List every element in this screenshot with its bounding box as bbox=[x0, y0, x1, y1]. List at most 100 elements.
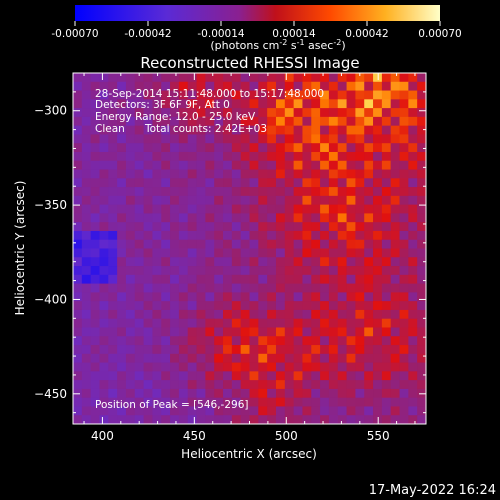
heatmap-cell bbox=[364, 90, 374, 100]
heatmap-cell bbox=[196, 90, 206, 100]
heatmap-cell bbox=[364, 318, 374, 328]
heatmap-cell bbox=[302, 336, 312, 346]
heatmap-cell bbox=[293, 222, 303, 232]
heatmap-cell bbox=[178, 345, 189, 355]
heatmap-cell bbox=[399, 239, 409, 249]
heatmap-cell bbox=[170, 213, 180, 223]
heatmap-cell bbox=[81, 397, 92, 407]
heatmap-cell bbox=[293, 178, 303, 188]
heatmap-cell bbox=[284, 195, 295, 206]
heatmap-cell bbox=[408, 415, 418, 425]
heatmap-cell bbox=[161, 90, 171, 100]
heatmap-cell bbox=[108, 406, 118, 416]
heatmap-cell bbox=[381, 415, 392, 425]
heatmap-cell bbox=[117, 274, 127, 285]
heatmap-cell bbox=[249, 318, 259, 328]
heatmap-cell bbox=[258, 327, 268, 337]
heatmap-cell bbox=[390, 353, 400, 363]
heatmap-cell bbox=[134, 178, 144, 188]
heatmap-cell bbox=[302, 151, 312, 162]
heatmap-cell bbox=[381, 257, 392, 267]
heatmap-cell bbox=[223, 345, 233, 355]
heatmap-cell bbox=[117, 415, 127, 425]
heatmap-cell bbox=[390, 257, 400, 267]
heatmap-cell bbox=[267, 336, 277, 346]
heatmap-cell bbox=[337, 125, 347, 135]
heatmap-cell bbox=[214, 134, 224, 144]
heatmap-cell bbox=[311, 415, 321, 425]
heatmap-cell bbox=[143, 336, 153, 346]
heatmap-cell bbox=[223, 222, 233, 232]
heatmap-cell bbox=[152, 230, 162, 241]
heatmap-cell bbox=[170, 178, 180, 188]
heatmap-cell bbox=[143, 345, 153, 355]
heatmap-cell bbox=[99, 257, 109, 267]
colorbar-tick-label: -0.00042 bbox=[124, 28, 171, 40]
heatmap-cell bbox=[240, 99, 250, 109]
heatmap-cell bbox=[302, 362, 312, 372]
heatmap-cell bbox=[275, 90, 286, 100]
heatmap-cell bbox=[117, 353, 127, 363]
heatmap-cell bbox=[214, 327, 224, 337]
heatmap-cell bbox=[364, 380, 374, 390]
heatmap-cell bbox=[205, 353, 215, 363]
heatmap-cell bbox=[152, 371, 162, 381]
heatmap-cell bbox=[328, 274, 339, 285]
heatmap-cell bbox=[223, 353, 233, 363]
heatmap-cell bbox=[187, 187, 197, 197]
heatmap-cell bbox=[275, 73, 286, 83]
heatmap-cell bbox=[178, 90, 189, 100]
heatmap-cell bbox=[214, 178, 224, 188]
heatmap-cell bbox=[417, 274, 427, 285]
heatmap-cell bbox=[152, 336, 162, 346]
heatmap-cell bbox=[373, 230, 383, 241]
heatmap-cell bbox=[143, 353, 153, 363]
heatmap-cell bbox=[408, 274, 418, 285]
heatmap-cell bbox=[390, 309, 400, 320]
heatmap-cell bbox=[73, 309, 83, 320]
heatmap-cell bbox=[355, 336, 365, 346]
heatmap-cell bbox=[320, 371, 330, 381]
heatmap-cell bbox=[143, 125, 153, 135]
heatmap-cell bbox=[99, 169, 109, 179]
heatmap-cell bbox=[399, 178, 409, 188]
heatmap-cell bbox=[293, 195, 303, 206]
heatmap-cell bbox=[196, 230, 206, 241]
heatmap-cell bbox=[125, 90, 136, 100]
heatmap-cell bbox=[364, 397, 374, 407]
heatmap-cell bbox=[373, 143, 383, 153]
y-tick-label: −400 bbox=[34, 292, 67, 306]
heatmap-cell bbox=[284, 73, 295, 83]
heatmap-cell bbox=[178, 160, 189, 170]
heatmap-cell bbox=[90, 151, 100, 162]
heatmap-cell bbox=[267, 195, 277, 206]
heatmap-cell bbox=[364, 108, 374, 118]
heatmap-cell bbox=[258, 301, 268, 311]
heatmap-cell bbox=[302, 116, 312, 127]
heatmap-cell bbox=[399, 274, 409, 285]
heatmap-cell bbox=[152, 283, 162, 293]
heatmap-cell bbox=[187, 371, 197, 381]
heatmap-cell bbox=[320, 143, 330, 153]
heatmap-cell bbox=[417, 283, 427, 293]
heatmap-cell bbox=[249, 309, 259, 320]
heatmap-cell bbox=[302, 345, 312, 355]
heatmap-cell bbox=[231, 116, 242, 127]
heatmap-cell bbox=[108, 99, 118, 109]
heatmap-cell bbox=[302, 195, 312, 206]
heatmap-cell bbox=[178, 318, 189, 328]
heatmap-cell bbox=[90, 178, 100, 188]
heatmap-cell bbox=[408, 73, 418, 83]
heatmap-cell bbox=[73, 143, 83, 153]
heatmap-cell bbox=[381, 204, 392, 214]
heatmap-cell bbox=[231, 230, 242, 241]
heatmap-cell bbox=[196, 327, 206, 337]
heatmap-cell bbox=[205, 213, 215, 223]
heatmap-cell bbox=[125, 301, 136, 311]
heatmap-cell bbox=[90, 213, 100, 223]
heatmap-cell bbox=[178, 222, 189, 232]
heatmap-cell bbox=[108, 134, 118, 144]
heatmap-cell bbox=[320, 327, 330, 337]
heatmap-cell bbox=[178, 204, 189, 214]
heatmap-cell bbox=[205, 380, 215, 390]
